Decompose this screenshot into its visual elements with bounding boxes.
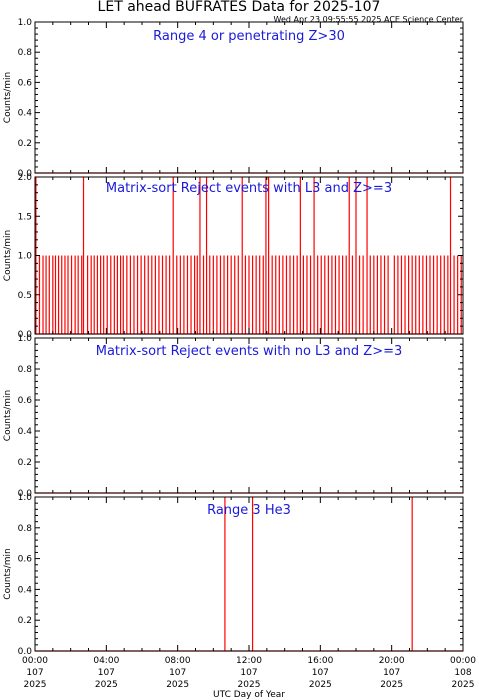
x-tick-doy: 108: [454, 668, 471, 678]
x-tick-year: 2025: [452, 680, 475, 690]
y-tick-label: 0.8: [18, 48, 33, 58]
y-tick-label: 1.0: [18, 252, 33, 262]
x-tick-doy: 107: [169, 668, 186, 678]
figure-title: LET ahead BUFRATES Data for 2025-107: [98, 0, 381, 15]
plot-frame: [34, 21, 464, 174]
y-axis-label: Counts/min: [3, 548, 13, 599]
y-axis-label: Counts/min: [3, 72, 13, 123]
panel-3: 0.0 0.2 0.4 0.6 0.8 1.0 Counts/min Matrix-sort …: [3, 334, 464, 499]
series-2: [35, 177, 463, 335]
x-tick-year: 2025: [238, 680, 261, 690]
y-tick-label: 0.8: [18, 365, 33, 375]
x-tick-doy: 107: [26, 668, 43, 678]
x-tick-doy: 107: [98, 668, 115, 678]
y-tick-label: 0.6: [18, 396, 33, 406]
x-tick-year: 2025: [380, 680, 403, 690]
y-tick-label: 1.0: [18, 18, 33, 28]
panel-title: Range 4 or penetrating Z>30: [153, 29, 345, 44]
y-tick-label: 0.4: [18, 585, 33, 595]
y-tick-label: 0.0: [18, 647, 33, 657]
x-tick-time: 00:00: [22, 656, 48, 666]
panel-title: Range 3 He3: [207, 503, 291, 518]
x-tick-year: 2025: [166, 680, 189, 690]
y-tick-label: 0.2: [18, 139, 32, 149]
x-axis: 00:00 107 2025 04:00 107 2025 08:00 107 2025 12:0…: [22, 656, 476, 690]
x-tick-doy: 107: [240, 668, 257, 678]
y-axis-label: Counts/min: [3, 390, 13, 441]
x-tick-year: 2025: [24, 680, 47, 690]
y-axis-label: Counts/min: [3, 230, 13, 281]
y-tick-label: 0.8: [18, 524, 33, 534]
series-4: [35, 497, 463, 652]
y-tick-label: 0.2: [18, 616, 32, 626]
y-tick-label: 0.4: [18, 109, 33, 119]
y-tick-label: 0.6: [18, 78, 33, 88]
y-tick-label: 0.2: [18, 458, 32, 468]
y-tick-label: 0.0: [18, 330, 33, 340]
panels-group: 0.0 0.2 0.4 0.6 0.8 1.0 Counts/min Range 4 or p…: [3, 18, 464, 657]
plot-frame: [34, 337, 464, 494]
panel-4: 0.0 0.2 0.4 0.6 0.8 1.0 Counts/min Range 3 He3: [3, 493, 464, 657]
y-tick-label: 0.4: [18, 427, 33, 437]
panel-title: Matrix-sort Reject events with no L3 and…: [96, 344, 403, 359]
y-tick-label: 2.0: [18, 173, 33, 183]
y-tick-label: 0.6: [18, 555, 33, 565]
x-axis-label: UTC Day of Year: [213, 690, 285, 700]
y-tick-label: 0.5: [18, 291, 32, 301]
timestamp-label: Wed Apr 23 09:55:55 2025 ACE Science Cen…: [274, 15, 464, 24]
x-tick-time: 08:00: [165, 656, 191, 666]
y-tick-label: 1.0: [18, 493, 33, 503]
x-tick-year: 2025: [309, 680, 332, 690]
panel-2: 0.0 0.5 1.0 1.5 2.0 Counts/min Matrix-sort Rej…: [3, 173, 464, 340]
x-tick-time: 00:00: [450, 656, 476, 666]
x-tick-year: 2025: [95, 680, 118, 690]
panel-1: 0.0 0.2 0.4 0.6 0.8 1.0 Counts/min Range 4 or p…: [3, 18, 464, 179]
y-tick-label: 1.0: [18, 334, 33, 344]
panel-title: Matrix-sort Reject events with L3 and Z>…: [106, 181, 392, 196]
y-tick-label: 0.0: [18, 169, 33, 179]
x-tick-time: 12:00: [236, 656, 262, 666]
x-tick-time: 20:00: [379, 656, 405, 666]
x-tick-doy: 107: [383, 668, 400, 678]
y-tick-label: 0.0: [18, 489, 33, 499]
y-tick-label: 1.5: [18, 212, 32, 222]
plot-frame: [34, 496, 464, 652]
x-tick-time: 04:00: [93, 656, 119, 666]
x-tick-doy: 107: [312, 668, 329, 678]
x-tick-time: 16:00: [307, 656, 333, 666]
